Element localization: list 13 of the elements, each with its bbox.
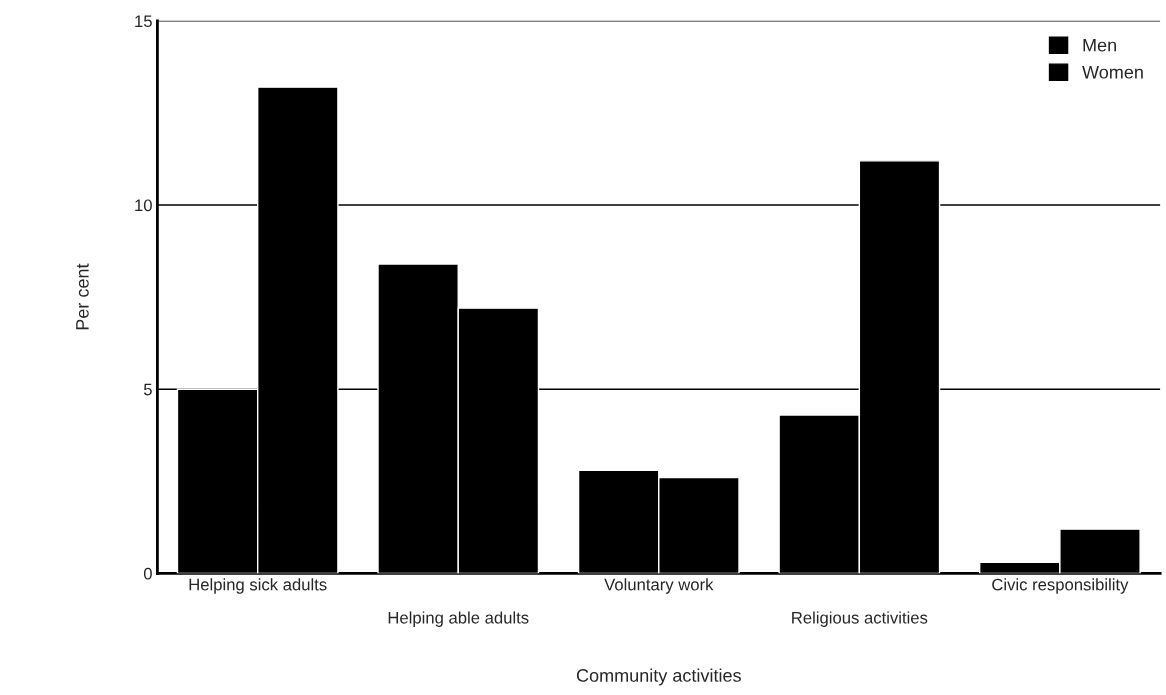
x-tick-label: Religious activities [792, 611, 928, 627]
x-tick-label: Civic responsibility [992, 578, 1129, 594]
legend-label: Men [1083, 38, 1116, 52]
x-tick-label: Helping able adults [388, 611, 529, 627]
x-tick-label: Voluntary work [604, 578, 714, 594]
x-axis-title: Community activities [576, 668, 741, 686]
x-tick-label: Helping sick adults [189, 578, 327, 594]
y-tick-label: 5 [143, 383, 152, 396]
legend-label: Women [1082, 65, 1143, 79]
y-axis-title: Per cent [76, 263, 89, 330]
y-tick-label: 0 [143, 567, 152, 580]
y-tick-label: 15 [135, 15, 152, 28]
y-tick-label: 10 [135, 199, 152, 212]
